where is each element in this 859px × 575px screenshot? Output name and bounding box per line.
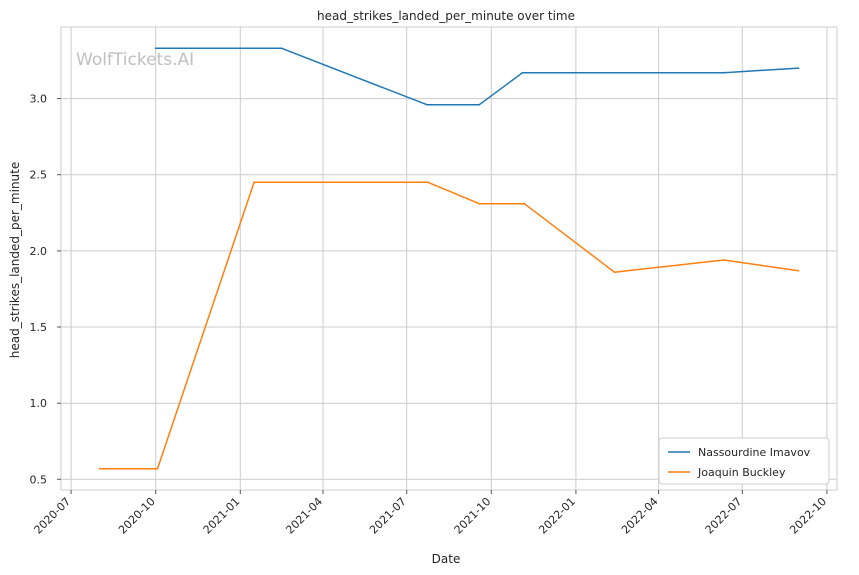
data-point-nassourdine-imavov bbox=[478, 103, 481, 106]
legend-box bbox=[658, 437, 830, 485]
y-tick-label: 2.5 bbox=[30, 169, 48, 182]
data-point-nassourdine-imavov bbox=[280, 47, 283, 50]
grid bbox=[61, 27, 837, 490]
chart-title: head_strikes_landed_per_minute over time bbox=[317, 9, 575, 23]
y-axis-ticks: 0.5 1.0 1.5 2.0 2.5 3.0 bbox=[30, 93, 61, 486]
legend: Nassourdine Imavov Joaquin Buckley bbox=[658, 437, 830, 485]
y-tick-label: 0.5 bbox=[30, 473, 48, 486]
data-point-joaquin-buckley bbox=[523, 202, 526, 205]
data-point-nassourdine-imavov bbox=[797, 67, 800, 69]
y-tick-label: 2.0 bbox=[30, 245, 48, 258]
x-axis-label: Date bbox=[432, 552, 461, 566]
data-point-joaquin-buckley bbox=[98, 467, 101, 470]
data-point-joaquin-buckley bbox=[427, 181, 429, 184]
data-point-nassourdine-imavov bbox=[426, 103, 428, 106]
legend-label-nassourdine-imavov: Nassourdine Imavov bbox=[698, 446, 811, 459]
y-tick-label: 1.0 bbox=[30, 397, 48, 410]
y-tick-label: 1.5 bbox=[30, 321, 48, 334]
data-point-joaquin-buckley bbox=[253, 181, 256, 184]
data-point-nassourdine-imavov bbox=[723, 71, 725, 74]
data-point-joaquin-buckley bbox=[723, 259, 725, 261]
watermark: WolfTickets.AI bbox=[76, 50, 194, 70]
y-axis-label: head_strikes_landed_per_minute bbox=[8, 162, 22, 359]
legend-label-joaquin-buckley: Joaquin Buckley bbox=[697, 466, 786, 479]
data-point-joaquin-buckley bbox=[156, 467, 159, 470]
series-layer bbox=[98, 47, 800, 470]
data-point-joaquin-buckley bbox=[797, 269, 800, 272]
data-point-joaquin-buckley bbox=[478, 202, 481, 205]
data-point-joaquin-buckley bbox=[613, 271, 616, 274]
y-tick-label: 3.0 bbox=[30, 93, 48, 106]
plot-area-frame bbox=[60, 26, 838, 491]
data-point-nassourdine-imavov bbox=[521, 71, 524, 74]
data-point-nassourdine-imavov bbox=[154, 47, 157, 50]
